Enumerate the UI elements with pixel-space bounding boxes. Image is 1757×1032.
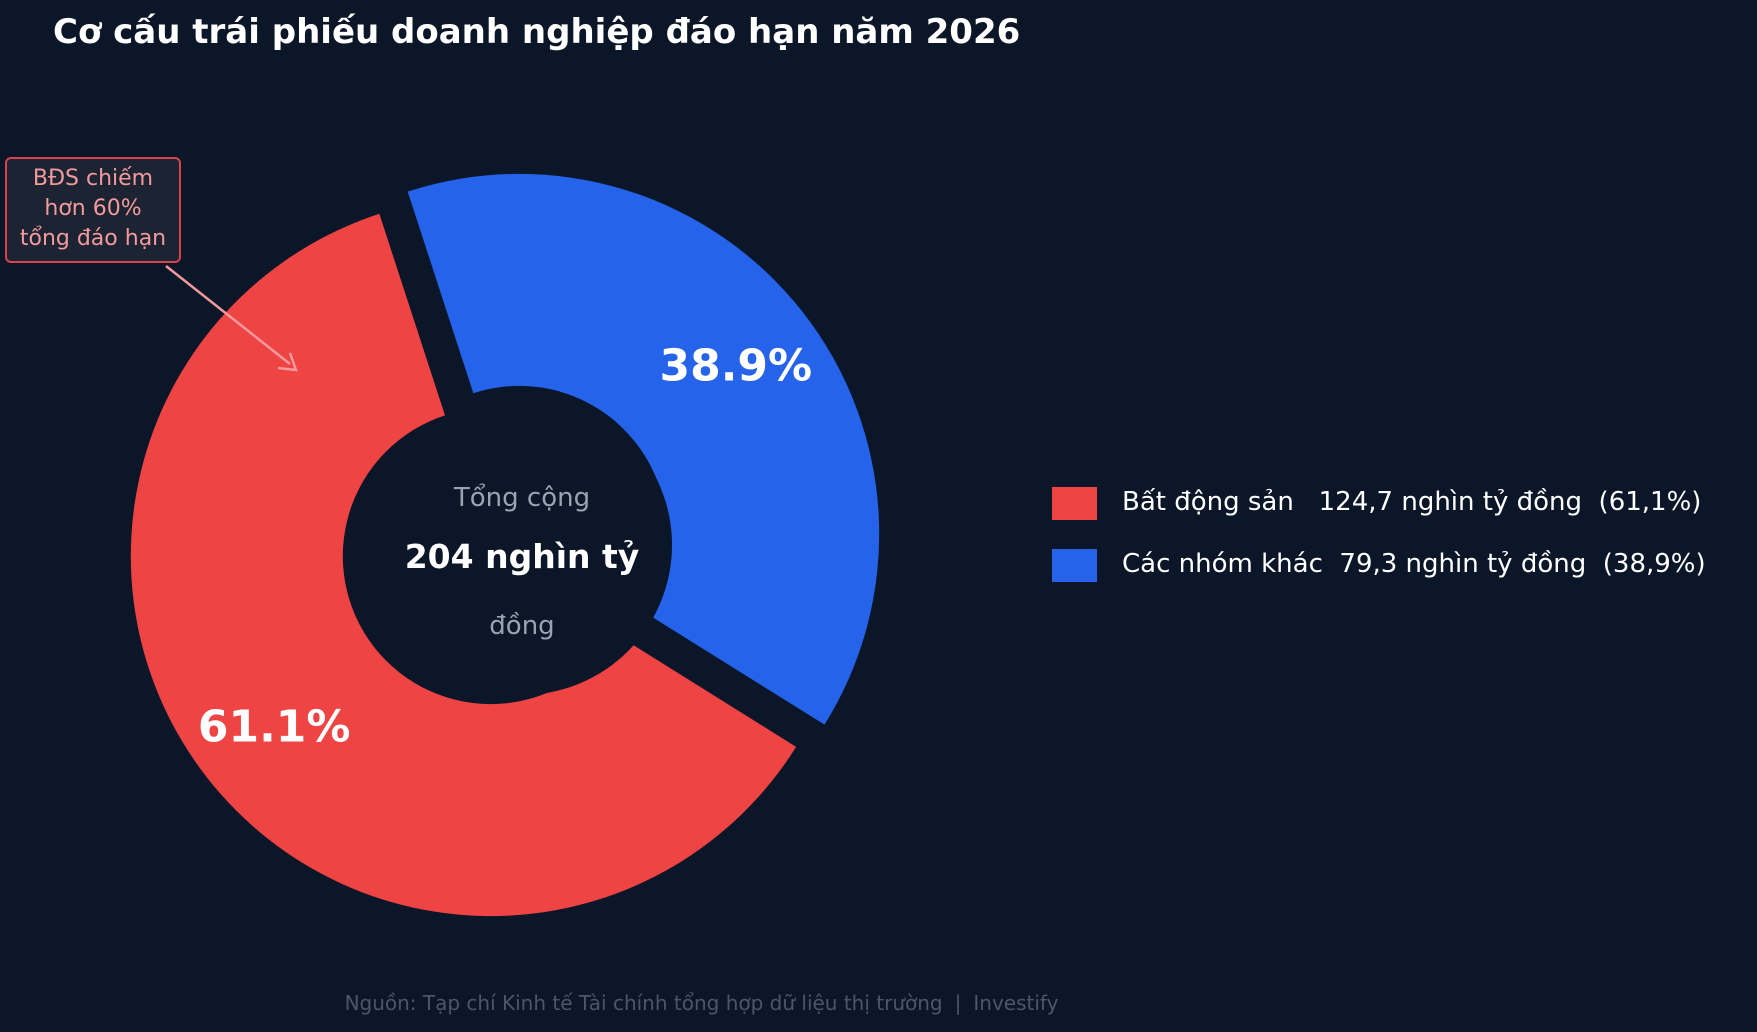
annotation-line: hơn 60% — [44, 196, 142, 221]
footer-separator: | — [954, 991, 962, 1015]
legend-swatch-blue — [1052, 549, 1097, 582]
slice-labels-group: 61.1% 38.9% — [198, 341, 812, 753]
legend-text: Các nhóm khác 79,3 nghìn tỷ đồng (38,9%) — [1122, 544, 1706, 584]
source-text: Nguồn: Tạp chí Kinh tế Tài chính tổng hợ… — [344, 991, 943, 1015]
slice-bat-dong-san — [130, 213, 797, 917]
center-value: 204 nghìn tỷ — [405, 537, 640, 576]
legend-percent: (38,9%) — [1602, 549, 1706, 579]
legend-text: Bất động sản 124,7 nghìn tỷ đồng (61,1%) — [1122, 482, 1701, 522]
annotation-callout: BĐS chiếm hơn 60% tổng đáo hạn — [5, 157, 181, 263]
center-label-total: Tổng cộng — [453, 482, 590, 513]
callout-arrow — [165, 265, 298, 372]
legend-percent: (61,1%) — [1598, 487, 1702, 517]
brand-text: Investify — [973, 991, 1059, 1015]
legend-swatch-red — [1052, 487, 1097, 520]
slice-label-bat-dong-san: 61.1% — [198, 701, 351, 752]
slice-cac-nhom-khac — [407, 173, 880, 725]
legend-label: Các nhóm khác — [1122, 549, 1323, 579]
slices-group — [130, 173, 880, 917]
annotation-line: BĐS chiếm — [32, 166, 154, 191]
legend-amount: 79,3 nghìn tỷ đồng — [1339, 549, 1587, 579]
legend-amount: 124,7 nghìn tỷ đồng — [1318, 487, 1583, 517]
center-unit: đồng — [489, 611, 554, 641]
legend-label: Bất động sản — [1122, 487, 1294, 517]
footer-source: Nguồn: Tạp chí Kinh tế Tài chính tổng hợ… — [0, 988, 1403, 1018]
annotation-line: tổng đáo hạn — [19, 226, 167, 251]
donut-hole — [372, 395, 672, 695]
chart-title: Cơ cấu trái phiếu doanh nghiệp đáo hạn n… — [53, 12, 1021, 52]
slice-label-cac-nhom-khac: 38.9% — [659, 341, 812, 392]
